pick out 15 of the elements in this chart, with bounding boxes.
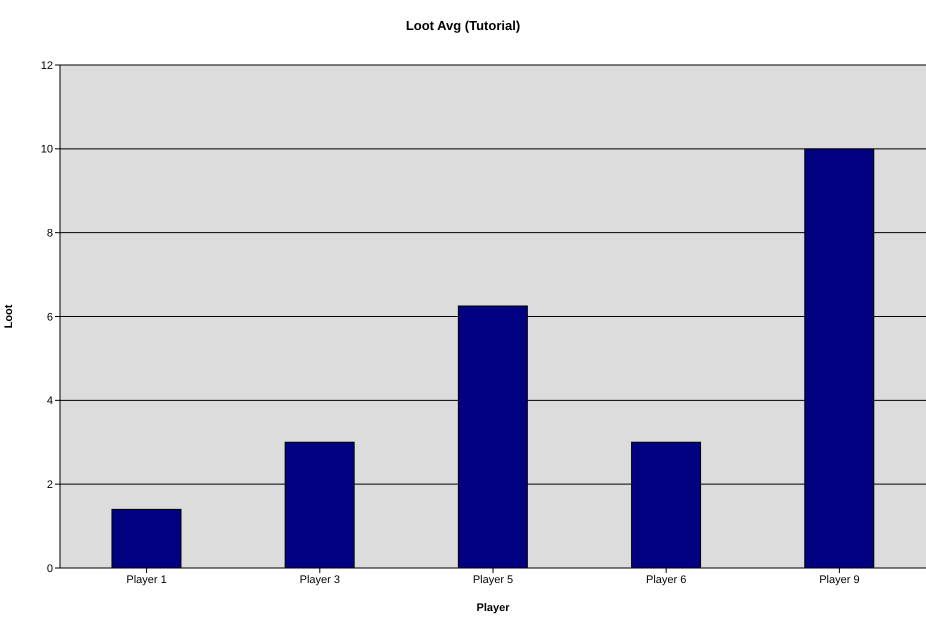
chart-title: Loot Avg (Tutorial) (404, 18, 522, 33)
y-tick-label: 12 (40, 60, 53, 72)
y-tick-label: 6 (46, 311, 53, 324)
x-tick-label: Player 6 (646, 574, 686, 586)
x-tick-label: Player 5 (472, 574, 514, 586)
x-tick-label: Player 9 (819, 574, 860, 586)
x-axis-title: Player (476, 602, 510, 614)
x-tick-label: Player 3 (300, 574, 340, 586)
y-tick-label: 8 (46, 228, 53, 240)
x-tick-label: Player 1 (126, 574, 167, 586)
y-tick-label: 10 (40, 144, 53, 156)
y-tick-label: 0 (46, 562, 53, 575)
y-axis-title: Loot (2, 304, 15, 328)
y-tick-label: 4 (46, 395, 53, 408)
y-tick-label: 2 (46, 479, 53, 492)
